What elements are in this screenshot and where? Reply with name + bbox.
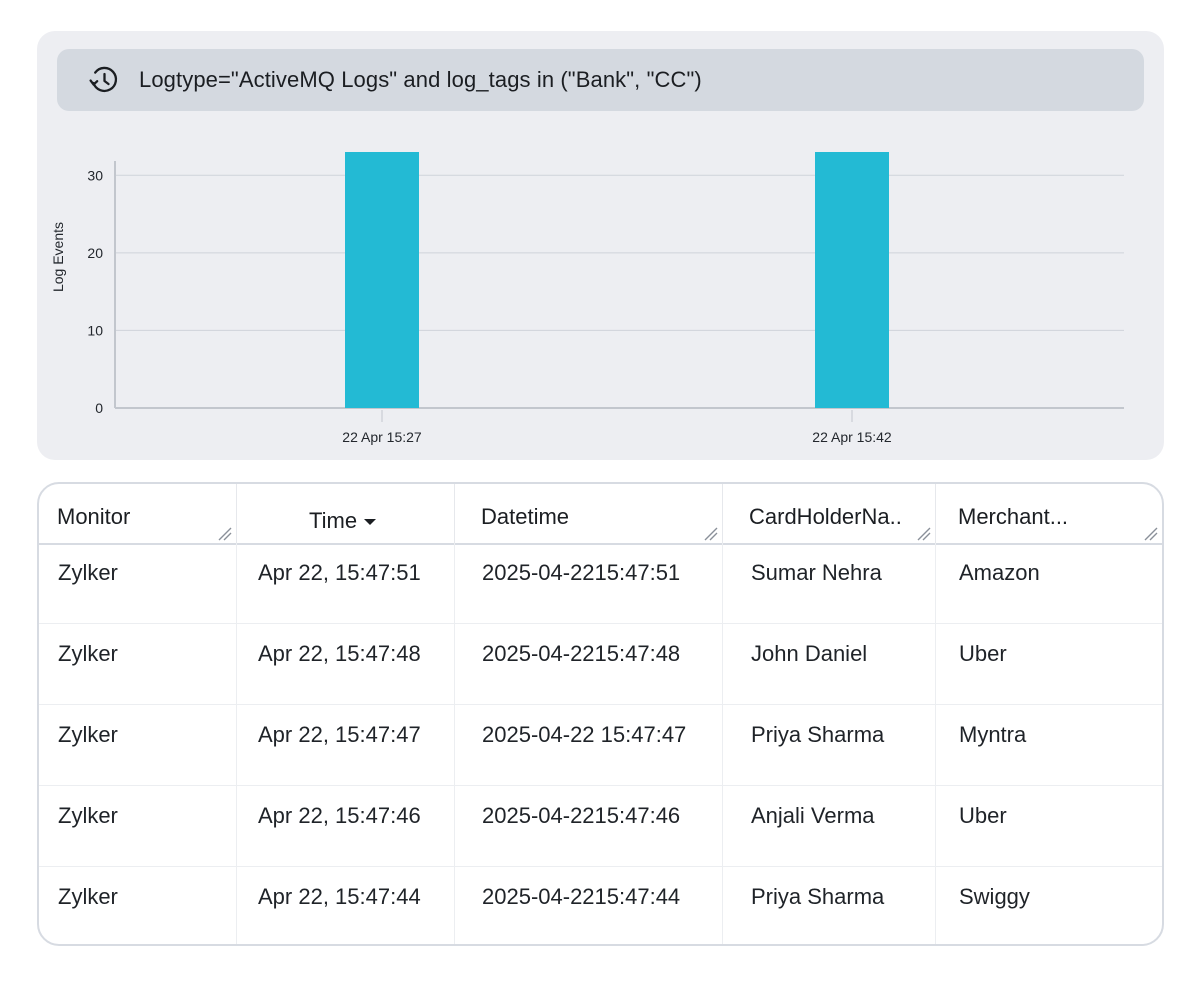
column-header-merchant[interactable]: Merchant... [936,484,1162,543]
table-row[interactable]: Zylker Apr 22, 15:47:48 2025-04-2215:47:… [39,624,1162,705]
cell-datetime: 2025-04-2215:47:46 [455,786,723,866]
query-bar[interactable]: Logtype="ActiveMQ Logs" and log_tags in … [57,49,1144,111]
y-tick-label: 30 [87,167,103,183]
cell-merchant: Uber [959,803,1007,828]
column-label: Monitor [57,504,131,529]
cell-time: Apr 22, 15:47:48 [237,624,455,704]
cell-datetime: 2025-04-22 15:47:47 [455,705,723,785]
bar [815,152,889,408]
cell-merchant: Swiggy [959,884,1030,909]
y-tick-label: 0 [95,400,103,416]
table-body: Zylker Apr 22, 15:47:51 2025-04-2215:47:… [39,543,1162,944]
cell-cardholdername: Priya Sharma [723,867,936,944]
column-resize-icon[interactable] [216,525,232,541]
y-tick-label: 10 [87,322,103,338]
cell-monitor: Zylker [39,867,237,944]
log-table: Monitor Time Datetime CardHolderNa.. Mer… [37,482,1164,946]
y-tick-label: 20 [87,245,103,261]
cell-merchant: Uber [959,641,1007,666]
table-row[interactable]: Zylker Apr 22, 15:47:46 2025-04-2215:47:… [39,786,1162,867]
cell-monitor: Zylker [39,705,237,785]
cell-merchant: Amazon [959,560,1040,585]
cell-time: Apr 22, 15:47:47 [237,705,455,785]
column-resize-icon[interactable] [702,525,718,541]
sort-descending-icon[interactable] [363,517,377,527]
column-label: Time [309,508,358,533]
log-events-chart: 0 10 20 30 Log Events 22 Apr 15:27 22 Apr 15:4… [50,152,1124,445]
column-label: Merchant... [958,504,1069,529]
x-tick-label: 22 Apr 15:27 [342,429,422,445]
column-header-monitor[interactable]: Monitor [39,484,237,543]
cell-time: Apr 22, 15:47:51 [237,543,455,623]
cell-cardholdername: Anjali Verma [723,786,936,866]
cell-datetime: 2025-04-2215:47:44 [455,867,723,944]
cell-time: Apr 22, 15:47:44 [237,867,455,944]
cell-monitor: Zylker [39,624,237,704]
table-row[interactable]: Zylker Apr 22, 15:47:51 2025-04-2215:47:… [39,543,1162,624]
table-row[interactable]: Zylker Apr 22, 15:47:47 2025-04-22 15:47… [39,705,1162,786]
cell-time: Apr 22, 15:47:46 [237,786,455,866]
table-row[interactable]: Zylker Apr 22, 15:47:44 2025-04-2215:47:… [39,867,1162,944]
cell-datetime: 2025-04-2215:47:51 [455,543,723,623]
column-label: CardHolderNa.. [749,504,902,529]
cell-cardholdername: Priya Sharma [723,705,936,785]
y-axis-label: Log Events [50,222,66,292]
cell-datetime: 2025-04-2215:47:48 [455,624,723,704]
column-header-datetime[interactable]: Datetime [455,484,723,543]
table-header: Monitor Time Datetime CardHolderNa.. Mer… [39,484,1162,545]
history-icon[interactable] [87,63,121,97]
chart-panel: Logtype="ActiveMQ Logs" and log_tags in … [37,31,1164,460]
cell-merchant: Myntra [959,722,1027,747]
column-resize-icon[interactable] [1142,525,1158,541]
cell-cardholdername: Sumar Nehra [723,543,936,623]
column-resize-icon[interactable] [915,525,931,541]
column-header-time[interactable]: Time [237,484,455,543]
cell-monitor: Zylker [39,543,237,623]
cell-cardholdername: John Daniel [723,624,936,704]
column-label: Datetime [481,504,570,529]
cell-monitor: Zylker [39,786,237,866]
bar [345,152,419,408]
x-tick-label: 22 Apr 15:42 [812,429,892,445]
query-text: Logtype="ActiveMQ Logs" and log_tags in … [139,67,702,92]
column-header-cardholdername[interactable]: CardHolderNa.. [723,484,936,543]
